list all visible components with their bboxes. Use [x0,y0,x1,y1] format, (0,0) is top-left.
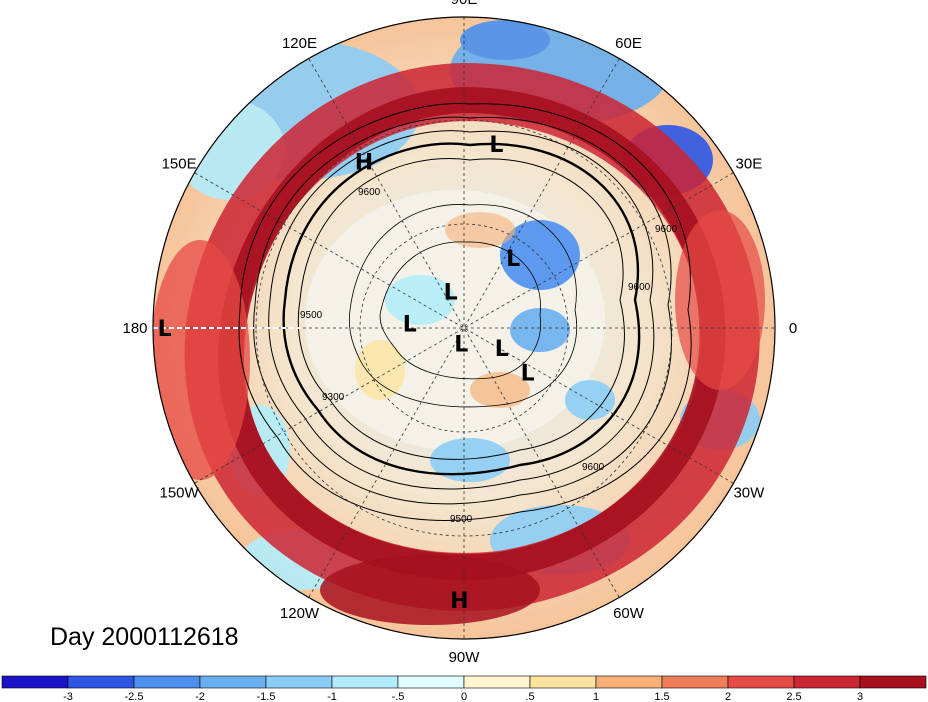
low-pressure-marker: L [521,362,535,387]
contour-label: 9600 [628,282,651,293]
colorbar-tick-label: 1.5 [654,691,669,702]
colorbar-tick-label: -3 [63,691,73,702]
low-pressure-marker: L [454,332,468,357]
field-inner [305,190,615,482]
longitude-label: 60E [615,35,642,52]
contour-label: 9500 [450,514,473,525]
colorbar-swatch [793,675,861,689]
longitude-label: 180 [122,320,147,337]
contour-label: 9600 [358,187,381,198]
colorbar-swatch [859,675,927,689]
longitude-label: 120E [282,35,317,52]
colorbar-swatch [397,675,465,689]
colorbar-swatch [661,675,729,689]
graticule [153,17,775,639]
colorbar-tick-label: 2 [725,691,731,702]
contour-label: 9600 [655,224,678,235]
low-pressure-marker: L [495,337,509,362]
longitude-label: 150W [160,485,200,502]
contour-label: 9600 [582,462,605,473]
contour-label: 9300 [322,392,345,403]
colorbar-tick-label: 0 [461,691,467,702]
colorbar-tick-label: .5 [525,691,534,702]
colorbar-tick-label: -2 [195,691,205,702]
colorbar-tick-label: 1 [593,691,599,702]
colorbar-swatch [1,675,69,689]
low-pressure-marker: L [158,317,172,342]
colorbar-tick-label: -1 [327,691,337,702]
map-disc [153,17,775,639]
height-contours [238,103,692,521]
colorbar-swatch [133,675,201,689]
map-border [152,16,776,640]
colorbar-swatch [331,675,399,689]
low-pressure-marker: L [506,247,520,272]
low-pressure-marker: L [489,133,503,158]
colorbar-swatch [529,675,597,689]
colorbar: -3 -2.5 -2 -1.5 -1 -.5 0 .5 1 1.5 2 2.5 3 [1,675,927,702]
colorbar-swatch [67,675,135,689]
longitude-labels: 90E 60E 30E 0 30W 60W 90W 120W 150W 180 150E 120E [122,0,797,666]
longitude-label: 150E [162,156,197,173]
high-pressure-marker: H [450,589,468,614]
longitude-label: 30E [736,156,763,173]
colorbar-tick-label: 3 [857,691,863,702]
colorbar-swatch [265,675,333,689]
colorbar-swatch [595,675,663,689]
contour-labels: 9600 9600 9500 9600 9300 9600 9500 [300,187,678,525]
longitude-label: 120W [280,605,320,622]
low-pressure-marker: L [403,312,417,337]
longitude-label: 90W [449,649,481,666]
colorbar-swatch [199,675,267,689]
colorbar-tick-label: 2.5 [786,691,801,702]
field-warm-ring [153,62,765,625]
longitude-label: 0 [789,320,797,337]
day-label: Day 2000112618 [50,623,239,651]
colorbar-swatch [727,675,795,689]
high-pressure-marker: H [355,150,373,175]
low-pressure-marker: L [444,281,458,306]
colorbar-tick-label: -.5 [392,691,405,702]
longitude-label: 60W [613,605,645,622]
colorbar-tick-label: -2.5 [125,691,144,702]
longitude-label: 30W [733,485,765,502]
colorbar-swatch [463,675,531,689]
colorbar-tick-label: -1.5 [257,691,276,702]
longitude-label: 90E [451,0,478,8]
contour-label: 9500 [300,310,323,321]
